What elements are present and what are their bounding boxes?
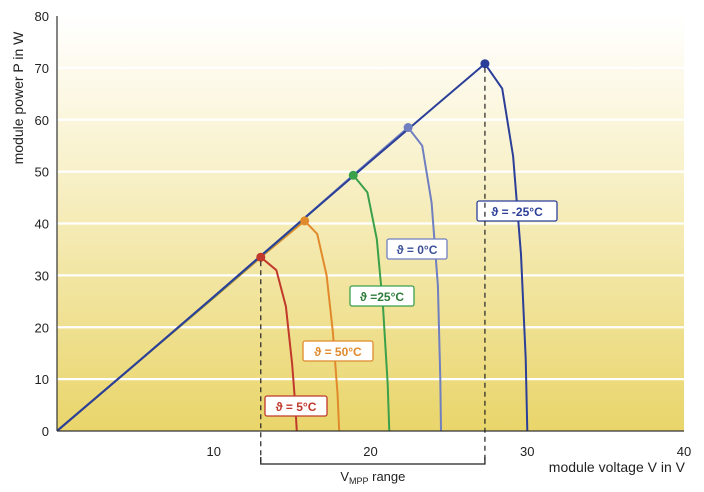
series-label-box-25-c (349, 285, 415, 307)
y-tick-label-40: 40 (35, 217, 49, 232)
annotation-layer: ϑ = 5°C ϑ = 50°C ϑ =25°C ϑ = 0°C ϑ = -25°C VM… (256, 59, 558, 486)
x-axis-title: module voltage V in V (549, 459, 686, 475)
vmpp-range-bracket (260, 457, 486, 465)
y-tick-label-70: 70 (35, 61, 49, 76)
x-tick-label-20: 20 (363, 444, 377, 459)
series-label-box-5-c (264, 395, 328, 417)
y-tick-label-30: 30 (35, 268, 49, 283)
x-tick-label-40: 40 (677, 444, 691, 459)
axis-layer: 0 10 20 30 40 50 60 70 80 10 20 30 40 (35, 9, 692, 459)
mpp-point-0-c (403, 123, 413, 133)
mpp-point-25-c (480, 59, 490, 69)
mpp-point-50-c (300, 216, 310, 226)
y-tick-label-20: 20 (35, 320, 49, 335)
y-tick-label-0: 0 (42, 424, 49, 439)
series-line-25-c (57, 62, 529, 431)
y-tick-label-10: 10 (35, 372, 49, 387)
vmpp-range-label: VMPP range (340, 469, 405, 486)
series-label-50-c: ϑ = 50°C (314, 345, 362, 359)
x-tick-label-30: 30 (520, 444, 534, 459)
grid-layer (57, 14, 684, 381)
series-label-box-0-c (386, 238, 448, 260)
y-tick-label-50: 50 (35, 165, 49, 180)
y-tick-label-80: 80 (35, 9, 49, 24)
series-label-25-c: ϑ =25°C (360, 290, 404, 304)
y-tick-label-60: 60 (35, 113, 49, 128)
y-axis-title: module power P in W (10, 31, 26, 165)
series-label-box-50-c (302, 340, 374, 362)
mpp-point-5-c (256, 252, 266, 262)
series-label-5-c: ϑ = 5°C (276, 400, 317, 414)
x-tick-label-10: 10 (207, 444, 221, 459)
mpp-point-25-c (348, 170, 358, 180)
series-label-0-c: ϑ = 0°C (397, 243, 438, 257)
series-label-box-25-c (476, 200, 558, 222)
series-label-25-c: ϑ = -25°C (491, 205, 543, 219)
